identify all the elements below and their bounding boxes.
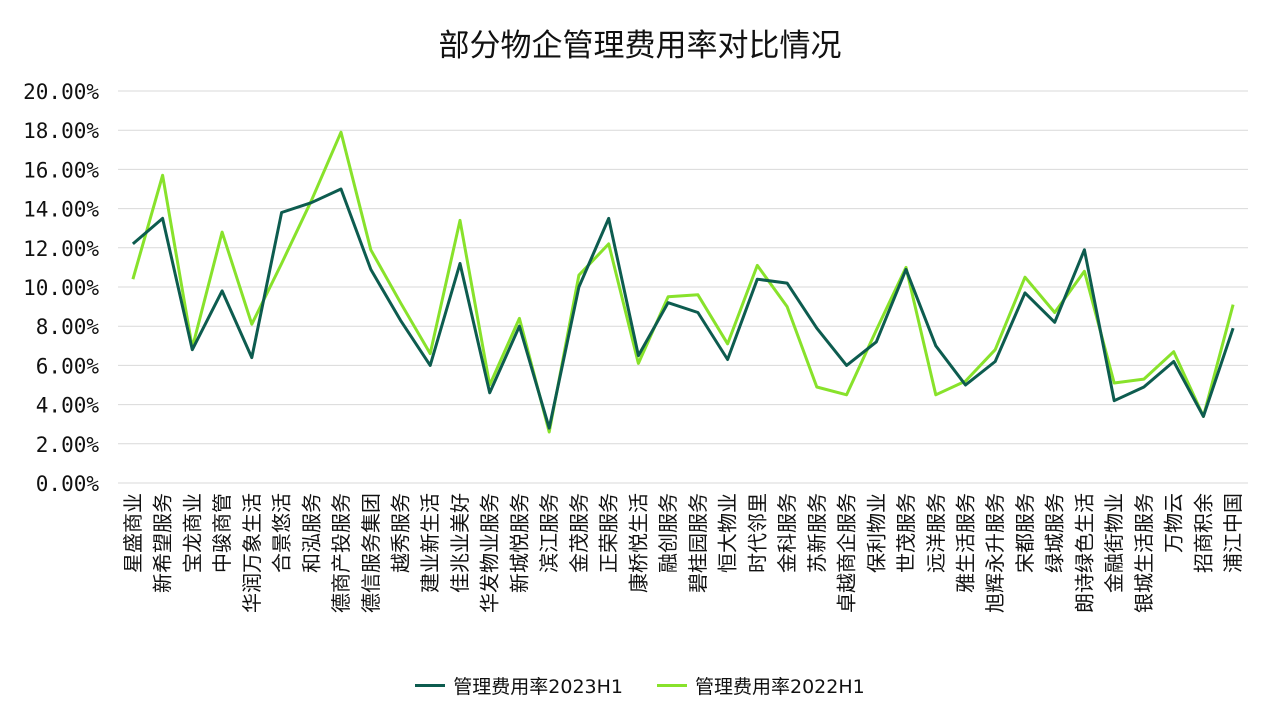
x-tick-label: 时代邻里 [745,493,769,573]
y-tick-label: 18.00% [23,119,99,143]
legend-item-2022h1[interactable]: 管理费用率2022H1 [657,672,865,699]
x-tick-label: 融创服务 [656,493,680,573]
y-tick-label: 14.00% [23,198,99,222]
series-lines [131,130,1235,434]
legend-swatch-2022h1 [657,684,687,687]
legend: 管理费用率2023H1 管理费用率2022H1 [0,672,1280,699]
x-tick-label: 保利物业 [864,493,888,573]
x-tick-label: 德商产投服务 [329,493,353,613]
x-tick-label: 万物云 [1162,493,1186,553]
y-tick-label: 0.00% [36,472,100,496]
chart-title: 部分物企管理费用率对比情况 [438,28,842,64]
y-tick-label: 4.00% [36,394,100,418]
x-tick-label: 新希望服务 [151,493,175,593]
x-tick-label: 金科服务 [775,493,799,573]
x-tick-label: 华润万象生活 [240,493,264,613]
legend-label-2022h1: 管理费用率2022H1 [695,676,865,698]
y-axis-tick-labels: 0.00% 2.00% 4.00% 6.00% 8.00% 10.00% 12.00% 14.… [23,80,99,496]
x-tick-label: 德信服务集团 [359,493,383,613]
x-tick-label: 和泓服务 [299,493,323,573]
x-tick-label: 金茂服务 [567,493,591,573]
x-tick-label: 远洋服务 [924,493,948,573]
series-line-1 [131,130,1235,434]
legend-label-2023h1: 管理费用率2023H1 [453,676,623,698]
x-tick-label: 宋都服务 [1013,493,1037,573]
x-tick-label: 滨江服务 [537,493,561,573]
x-tick-label: 卓越商企服务 [835,493,859,613]
x-tick-label: 康桥悦生活 [626,493,650,593]
x-tick-label: 雅生活服务 [954,493,978,593]
y-tick-label: 16.00% [23,158,99,182]
y-tick-label: 6.00% [36,354,100,378]
x-tick-label: 正荣服务 [597,493,621,573]
y-tick-label: 12.00% [23,237,99,261]
y-tick-label: 10.00% [23,276,99,300]
legend-swatch-2023h1 [415,684,446,687]
x-tick-label: 建业新生活 [418,493,442,593]
x-tick-label: 招商积余 [1191,493,1215,573]
x-tick-label: 越秀服务 [389,493,413,573]
x-tick-label: 星盛商业 [121,493,145,573]
x-tick-label: 绿城服务 [1043,493,1067,573]
x-tick-label: 宝龙商业 [180,493,204,573]
x-tick-label: 华发物业服务 [478,493,502,613]
legend-item-2023h1[interactable]: 管理费用率2023H1 [415,672,623,699]
x-tick-label: 恒大物业 [716,493,740,573]
x-tick-label: 佳兆业美好 [448,493,472,593]
x-tick-label: 朗诗绿色生活 [1072,493,1096,613]
x-tick-label: 碧桂园服务 [686,493,710,593]
series-line-0 [131,187,1235,430]
y-tick-label: 20.00% [23,80,99,104]
x-tick-label: 金融街物业 [1102,493,1126,593]
x-axis-tick-labels: 星盛商业 新希望服务 宝龙商业 中骏商管 华润万象生活 合景悠活 和泓服务 德商产投服务 德信服… [121,493,1245,613]
x-tick-label: 苏新服务 [805,493,829,573]
x-tick-label: 银城生活服务 [1132,493,1156,613]
x-tick-label: 世茂服务 [894,493,918,573]
x-tick-label: 新城悦服务 [507,493,531,593]
gridlines [118,90,1248,445]
y-tick-label: 2.00% [36,433,100,457]
x-tick-label: 浦江中国 [1221,493,1245,573]
y-tick-label: 8.00% [36,315,100,339]
x-tick-label: 中骏商管 [210,493,234,573]
x-tick-label: 旭辉永升服务 [983,493,1007,613]
x-tick-label: 合景悠活 [270,493,294,573]
